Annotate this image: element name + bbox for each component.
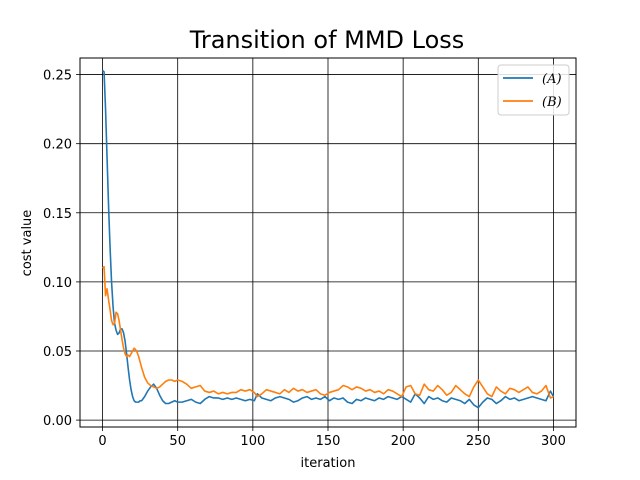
y-tick-label: 0.10 xyxy=(43,276,72,291)
legend: (A) (B) xyxy=(497,64,570,116)
grid-lines xyxy=(80,58,576,427)
x-tick-label: 300 xyxy=(541,434,566,449)
chart-title: Transition of MMD Loss xyxy=(189,26,465,54)
x-tick-label: 150 xyxy=(316,434,341,449)
x-tick-label: 200 xyxy=(391,434,416,449)
x-tick-label: 50 xyxy=(169,434,186,449)
y-tick-label: 0.15 xyxy=(43,207,72,222)
y-tick-label: 0.00 xyxy=(43,414,72,429)
series-line-a xyxy=(102,69,555,409)
series-line-b xyxy=(102,265,554,399)
x-tick-label: 100 xyxy=(240,434,265,449)
legend-label: (B) xyxy=(542,95,562,110)
x-tick-label: 0 xyxy=(98,434,106,449)
y-axis-ticks: 0.00 0.05 0.10 0.15 0.20 0.25 xyxy=(43,69,80,429)
legend-label: (A) xyxy=(542,72,562,87)
y-tick-label: 0.20 xyxy=(43,138,72,153)
y-tick-label: 0.25 xyxy=(43,69,72,84)
x-tick-label: 250 xyxy=(466,434,491,449)
x-axis-label: iteration xyxy=(301,456,356,471)
y-axis-label: cost value xyxy=(20,210,35,277)
series-layer xyxy=(102,69,555,409)
y-tick-label: 0.05 xyxy=(43,345,72,360)
x-axis-ticks: 0 50 100 150 200 250 300 xyxy=(98,427,566,449)
